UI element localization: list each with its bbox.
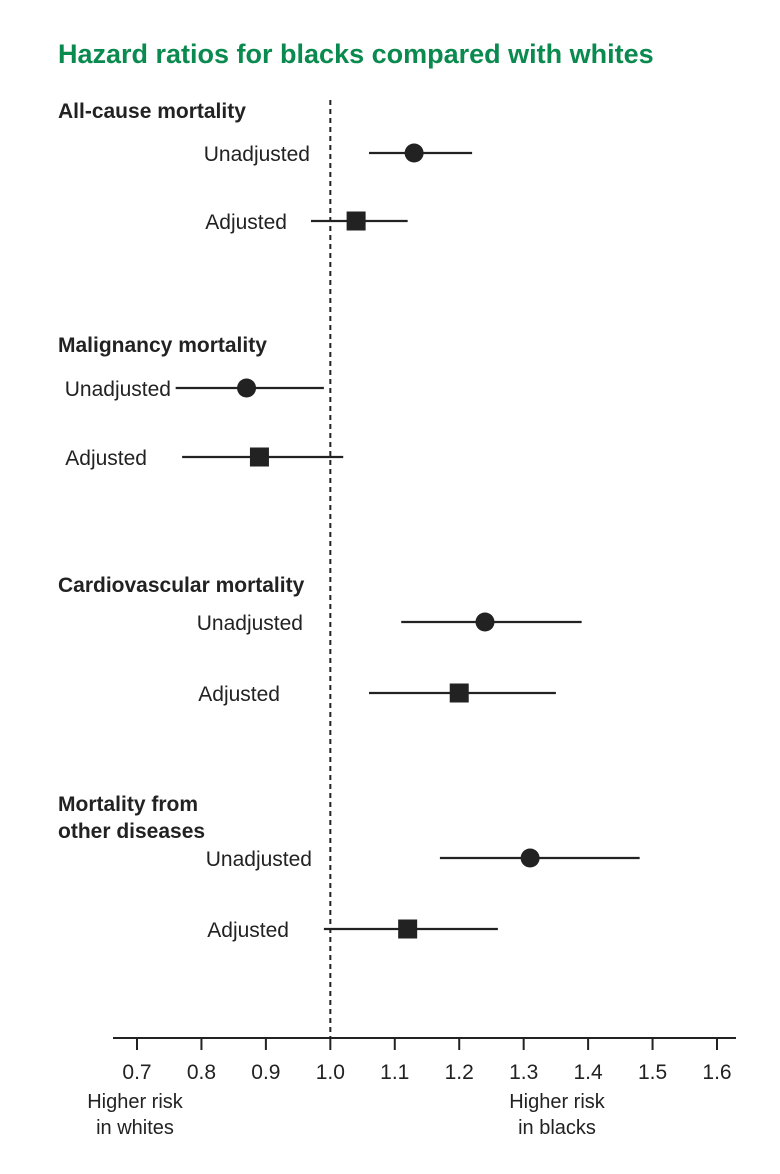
x-tick-label: 0.8 [187, 1061, 216, 1084]
x-tick-label: 1.5 [638, 1061, 667, 1084]
point-estimate-circle [475, 612, 495, 632]
point-estimate-square [249, 447, 269, 467]
chart-title: Hazard ratios for blacks compared with w… [58, 39, 654, 69]
group-title: Cardiovascular mortality [58, 574, 305, 597]
group-title: All-cause mortality [58, 100, 246, 123]
row-label: Adjusted [198, 683, 280, 706]
x-tick-label: 0.7 [122, 1061, 151, 1084]
row-label: Unadjusted [197, 612, 303, 635]
point-estimate-circle [404, 143, 424, 163]
x-tick-label: 1.0 [316, 1061, 345, 1084]
group-title: Mortality from [58, 793, 198, 816]
left-note: in whites [96, 1117, 174, 1139]
point-estimate-square [346, 211, 366, 231]
group-title: Malignancy mortality [58, 334, 267, 357]
right-note: Higher risk [509, 1091, 606, 1113]
right-note: in blacks [518, 1117, 596, 1139]
point-estimate-circle [237, 378, 257, 398]
point-estimate-circle [520, 848, 540, 868]
group-title: other diseases [58, 820, 205, 843]
plot-area: All-cause mortality Unadjusted Adjusted Mal… [58, 100, 736, 1139]
row-label: Adjusted [65, 447, 147, 470]
x-tick-label: 1.3 [509, 1061, 538, 1084]
row-label: Unadjusted [65, 378, 171, 401]
point-estimate-square [398, 919, 418, 939]
point-estimate-square [449, 683, 469, 703]
row-label: Adjusted [207, 919, 289, 942]
x-tick-label: 1.6 [702, 1061, 731, 1084]
left-note: Higher risk [87, 1091, 184, 1113]
row-label: Adjusted [205, 211, 287, 234]
x-tick-label: 0.9 [251, 1061, 280, 1084]
row-label: Unadjusted [206, 848, 312, 871]
x-tick-label: 1.1 [380, 1061, 409, 1084]
row-label: Unadjusted [204, 143, 310, 166]
x-tick-label: 1.2 [445, 1061, 474, 1084]
x-tick-label: 1.4 [574, 1061, 604, 1084]
